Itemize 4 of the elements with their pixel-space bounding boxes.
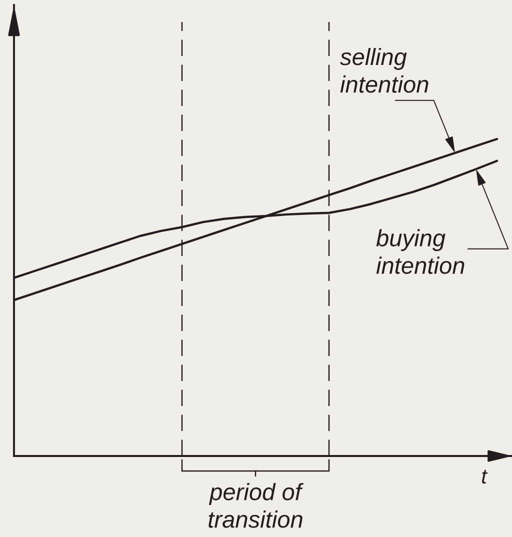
series-label: buying intention <box>376 229 464 274</box>
x-axis-title: t <box>482 470 488 484</box>
text: selling intention <box>340 48 428 93</box>
text: period of transition <box>208 483 304 528</box>
